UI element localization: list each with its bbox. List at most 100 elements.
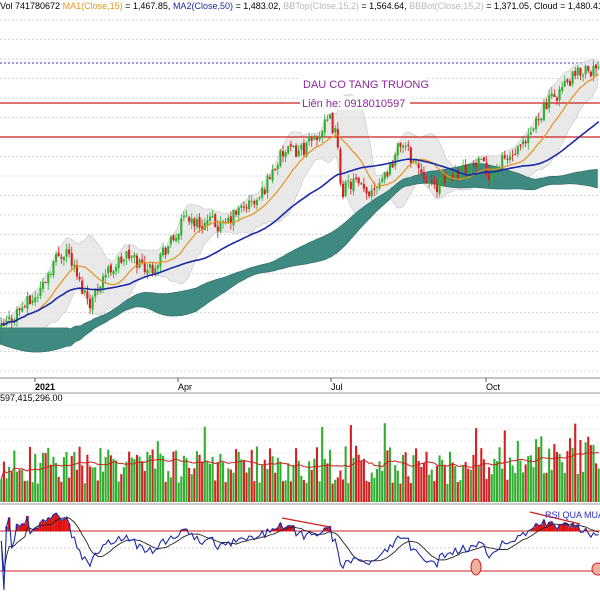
volume-bar — [125, 461, 128, 502]
rsi-overbought-fill — [62, 519, 66, 531]
candle-body — [65, 249, 68, 257]
candle-body — [128, 249, 131, 259]
candle-body — [527, 134, 530, 144]
volume-bar — [18, 469, 21, 502]
volume-bar — [39, 462, 42, 502]
volume-ma-line — [0, 452, 599, 480]
candle-body — [107, 266, 110, 274]
candle-body — [454, 169, 457, 178]
volume-bar — [357, 454, 360, 502]
candle-body — [211, 215, 214, 218]
volume-bar — [574, 423, 577, 502]
volume-bar — [519, 460, 522, 502]
candle-body — [112, 270, 115, 275]
candle-body — [425, 180, 428, 184]
candle-body — [203, 222, 206, 231]
candle-body — [561, 86, 564, 91]
volume-bar — [355, 445, 358, 502]
candle-body — [177, 233, 180, 240]
volume-bar — [122, 467, 125, 502]
candle-body — [435, 184, 438, 193]
candle-body — [553, 94, 556, 97]
rsi-overbought-fill — [573, 527, 577, 531]
candle-body — [117, 257, 120, 269]
volume-bar — [49, 464, 52, 502]
volume-bar — [235, 449, 238, 502]
candle-body — [550, 93, 553, 97]
candle-body — [490, 175, 493, 182]
rsi-overbought-fill — [57, 516, 60, 531]
volume-bar — [271, 456, 274, 502]
candle-body — [537, 119, 540, 121]
volume-bar — [91, 467, 94, 502]
volume-bar — [261, 464, 264, 502]
volume-bar — [375, 469, 378, 502]
volume-bar — [154, 468, 157, 502]
candle-body — [26, 296, 29, 309]
candle-body — [287, 146, 290, 154]
volume-bar — [529, 455, 532, 502]
volume-bar — [177, 482, 180, 502]
volume-bar — [532, 467, 535, 502]
volume-bar — [185, 458, 188, 502]
rsi-overbought-fill — [571, 523, 574, 531]
candle-body — [404, 146, 407, 148]
candle-body — [250, 200, 253, 202]
volume-bar — [396, 470, 399, 502]
volume-bar — [188, 467, 191, 502]
title-annotation: DAU CO TANG TRUONG — [303, 79, 429, 91]
candle-body — [420, 169, 423, 174]
volume-bar — [107, 449, 110, 502]
rsi-overbought-fill — [36, 528, 40, 531]
rsi-overbought-fill — [54, 513, 58, 531]
volume-bar — [279, 461, 282, 502]
candle-body — [266, 175, 269, 193]
candle-body — [120, 256, 123, 263]
volume-bar — [420, 466, 423, 502]
candle-body — [323, 119, 326, 133]
rsi-overbought-fill — [323, 527, 327, 531]
volume-bar — [576, 473, 579, 502]
price-candles — [0, 60, 600, 334]
candle-body — [193, 218, 196, 227]
legend-ma2-label: MA2(Close,50) — [172, 1, 233, 11]
volume-bar — [70, 455, 73, 502]
volume-bar — [263, 459, 266, 502]
candle-body — [42, 281, 45, 289]
volume-bar — [208, 463, 212, 502]
volume-bar — [597, 468, 600, 502]
volume-bar — [362, 458, 365, 502]
volume-bar — [561, 462, 564, 502]
volume-bar — [388, 447, 392, 502]
candle-body — [88, 298, 92, 309]
volume-bar — [115, 460, 118, 502]
volume-bar — [433, 480, 436, 502]
volume-bar — [548, 448, 551, 502]
volume-bar — [250, 449, 253, 502]
volume-bar — [164, 481, 167, 502]
candle-body — [365, 187, 368, 194]
candle-body — [49, 273, 52, 275]
volume-bar — [292, 465, 295, 502]
volume-bar — [415, 448, 418, 502]
candle-body — [8, 317, 11, 319]
candle-body — [295, 145, 298, 157]
candle-body — [412, 160, 415, 163]
volume-bar — [117, 481, 120, 502]
candle-body — [75, 265, 78, 277]
candle-body — [86, 291, 89, 299]
candle-body — [81, 280, 84, 294]
volume-bar — [305, 482, 308, 502]
rsi-overbought-fill — [271, 528, 274, 531]
volume-bar — [52, 456, 55, 502]
x-tick-jul: Jul — [331, 382, 343, 392]
candle-body — [55, 254, 58, 262]
candle-body — [422, 171, 425, 180]
volume-bar — [448, 451, 452, 502]
volume-panel — [0, 392, 600, 502]
candle-body — [216, 226, 219, 232]
volume-bar — [339, 470, 342, 502]
rsi-divergence-line-1 — [281, 517, 331, 528]
rsi-annotation: RSI QUA MUA — [545, 510, 600, 520]
